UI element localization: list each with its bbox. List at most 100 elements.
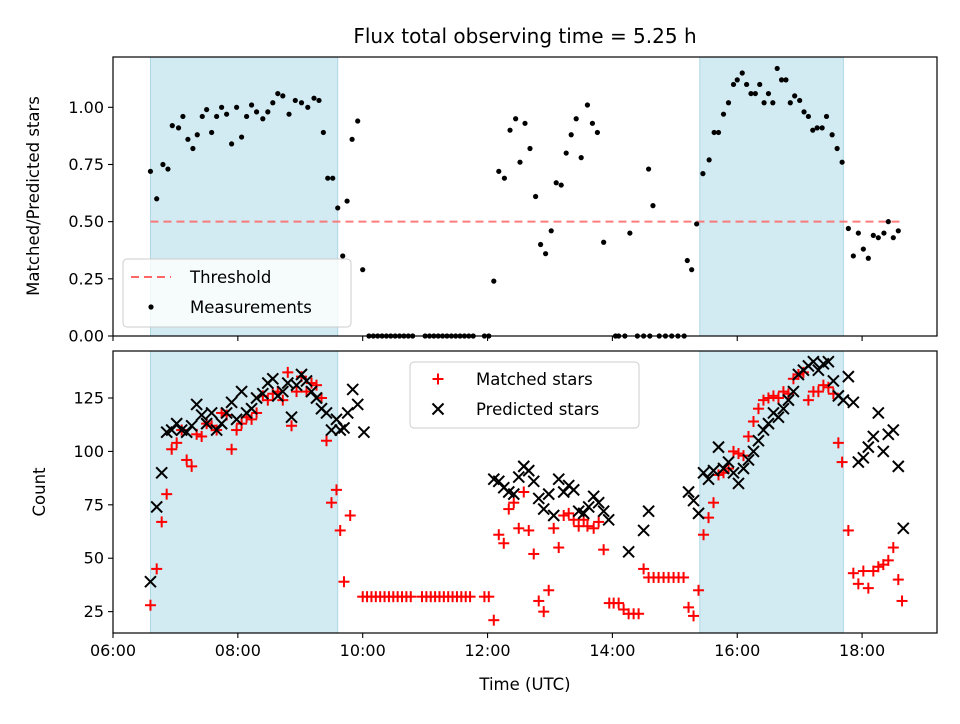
measurement-point: [778, 77, 785, 83]
measurement-point: [280, 93, 286, 99]
measurement-point: [553, 180, 559, 186]
measurement-point: [748, 90, 754, 97]
matched-star-point: [498, 537, 510, 549]
legend-cross-marker: [431, 402, 445, 416]
measurement-point: [890, 235, 896, 241]
predicted-star-point: [812, 364, 825, 377]
predicted-star-point: [230, 413, 243, 426]
matched-star-point: [282, 366, 294, 378]
matched-star-point: [156, 516, 168, 528]
matched-star-point: [638, 563, 650, 575]
measurement-point: [199, 113, 205, 120]
predicted-star-point: [692, 507, 705, 520]
matched-star-point: [320, 435, 332, 447]
predicted-star-point: [205, 406, 218, 420]
predicted-star-point: [877, 445, 890, 458]
predicted-star-point: [185, 419, 198, 432]
predicted-star-point: [592, 496, 605, 509]
predicted-star-point: [190, 398, 203, 411]
matched-star-point: [836, 456, 848, 468]
matched-star-point: [325, 497, 337, 509]
predicted-star-point: [837, 393, 850, 407]
measurement-point: [568, 132, 574, 138]
y-tick-label: 25: [84, 602, 104, 621]
predicted-star-point: [507, 487, 520, 501]
measurement-point: [335, 205, 341, 211]
matched-star-point: [862, 582, 874, 594]
matched-star-point: [752, 403, 764, 415]
matched-star-point: [181, 454, 193, 466]
measurement-point: [895, 228, 901, 234]
measurement-point: [209, 129, 215, 136]
predicted-star-point: [210, 423, 223, 437]
x-tick-label: 10:00: [340, 641, 386, 660]
measurement-point: [589, 120, 596, 126]
predicted-star-point: [305, 385, 318, 398]
matched-star-point: [593, 516, 605, 528]
matched-star-point: [772, 392, 784, 404]
predicted-star-point: [847, 396, 860, 409]
predicted-star-point: [150, 500, 163, 514]
matched-star-point: [311, 379, 323, 391]
matched-star-point: [493, 529, 505, 541]
measurement-point: [734, 77, 740, 83]
matched-star-point: [817, 379, 829, 391]
predicted-star-point: [787, 385, 800, 398]
measurement-point: [650, 203, 656, 209]
bottom-y-ticks: 25 50 75 100 125: [73, 389, 113, 621]
predicted-star-point: [757, 423, 770, 437]
predicted-star-point: [887, 423, 900, 437]
predicted-star-point: [567, 483, 580, 497]
predicted-star-point: [492, 475, 505, 488]
matched-star-point: [588, 522, 600, 534]
measurement-point: [219, 104, 225, 110]
predicted-star-point: [334, 423, 347, 437]
y-tick-label: 1.00: [68, 98, 104, 117]
matched-star-point: [598, 544, 610, 556]
measurement-point: [190, 145, 196, 152]
measurement-point: [316, 97, 322, 104]
measurement-point: [275, 90, 281, 97]
predicted-star-point: [687, 494, 700, 507]
matched-star-point: [822, 381, 834, 393]
matched-star-point: [533, 595, 545, 607]
matched-star-point: [832, 437, 844, 449]
predicted-star-point: [682, 485, 695, 499]
measurement-point: [298, 100, 305, 106]
top-y-ticks: 0.00 0.25 0.50 0.75 1.00: [68, 98, 113, 346]
predicted-star-point: [276, 385, 290, 398]
predicted-star-point: [862, 440, 875, 454]
measurement-point: [711, 129, 717, 136]
predicted-star-point: [351, 398, 364, 411]
measurement-point: [533, 193, 539, 200]
measurement-point: [865, 255, 871, 261]
predicted-star-point: [827, 374, 840, 388]
matched-star-point: [231, 424, 243, 436]
matched-star-point: [334, 524, 346, 536]
legend-predicted-label: Predicted stars: [476, 400, 599, 419]
measurement-point: [496, 168, 502, 174]
measurement-point: [855, 230, 861, 236]
measurement-point: [563, 150, 569, 156]
predicted-star-point: [602, 513, 615, 526]
predicted-star-point: [195, 408, 208, 422]
legend-measurements-swatch: [148, 304, 154, 310]
matched-star-point: [703, 512, 715, 524]
measurement-point: [850, 253, 856, 259]
y-tick-label: 0.50: [68, 212, 104, 231]
measurement-point: [646, 166, 652, 172]
matched-star-point: [852, 578, 864, 590]
measurement-point: [860, 246, 866, 252]
matched-star-point: [151, 563, 163, 575]
measurement-point: [792, 93, 798, 99]
y-tick-label: 50: [84, 549, 104, 568]
matched-star-point: [558, 510, 570, 521]
measurement-point: [752, 90, 758, 97]
predicted-star-point: [180, 425, 193, 439]
matched-star-point: [161, 488, 173, 500]
measurement-point: [715, 129, 722, 136]
predicted-star-point: [587, 490, 600, 503]
predicted-star-point: [747, 445, 760, 458]
predicted-star-point: [582, 500, 595, 514]
measurement-point: [774, 65, 780, 72]
